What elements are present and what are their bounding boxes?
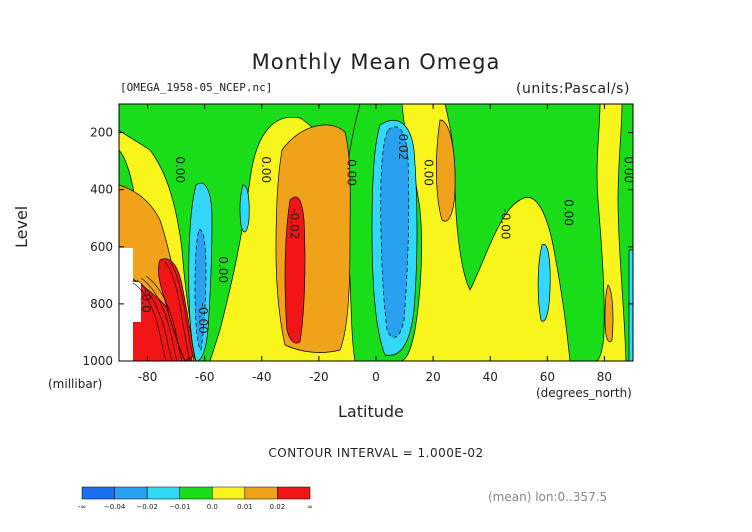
- colorbar: -∞ −0.04 −0.02 −0.01 0.0 0.01 0.02 ∞: [78, 486, 313, 511]
- contour-label: 0.00: [216, 256, 230, 283]
- x-tick-label: 0: [372, 370, 380, 384]
- colorbar-label: 0.02: [270, 503, 286, 511]
- contour-label: -0.02: [287, 208, 301, 239]
- field-orange-east: [604, 284, 614, 343]
- field-blue-eq: [380, 126, 410, 338]
- x-tick-label: -60: [195, 370, 215, 384]
- y-tick-label: 800: [90, 297, 113, 311]
- field-cyan-edge: [628, 249, 633, 361]
- y-tick-label: 1000: [82, 354, 113, 368]
- colorbar-swatch: [114, 486, 148, 500]
- colorbar-label: −0.01: [169, 503, 190, 511]
- field-red-sub: [284, 196, 306, 344]
- y-tick-label: 400: [90, 183, 113, 197]
- field-green-east: [444, 104, 605, 361]
- x-axis-label: Latitude: [338, 402, 404, 421]
- x-tick-label: 20: [425, 370, 440, 384]
- mean-note: (mean) lon:0..357.5: [488, 490, 608, 504]
- colorbar-swatch: [179, 486, 213, 500]
- units-label: (units:Pascal/s): [516, 81, 630, 97]
- field-orange-eq: [436, 119, 456, 222]
- colorbar-label: 0.0: [207, 503, 218, 511]
- contour-label: 0.00: [621, 156, 635, 183]
- colorbar-label: −0.04: [104, 503, 126, 511]
- contour-label: 0.00: [561, 199, 575, 226]
- contour-interval-note: CONTOUR INTERVAL = 1.000E-02: [268, 446, 484, 460]
- x-tick-label: 40: [483, 370, 498, 384]
- contour-label: -0.00: [499, 208, 513, 239]
- contour-label: 0.02: [396, 133, 410, 160]
- contour-label: 0.00: [173, 156, 187, 183]
- axes-group: -80 -60 -40 -20 0 20 40 60 80 1000 800 600 400 200: [82, 104, 633, 384]
- colorbar-swatch: [277, 486, 311, 500]
- x-tick-label: -40: [252, 370, 272, 384]
- y-tick-label: 200: [90, 126, 113, 140]
- field-cyan-small-2: [537, 243, 551, 322]
- field-blue-south: [194, 229, 207, 351]
- colorbar-label: 0.01: [237, 503, 253, 511]
- contour-label: -0.0: [139, 289, 153, 312]
- colorbar-swatch: [146, 486, 180, 500]
- contour-label: 0.00: [422, 159, 436, 186]
- x-tick-label: 60: [540, 370, 555, 384]
- file-label: [OMEGA_1958-05_NCEP.nc]: [120, 81, 273, 94]
- contour-label: -0.00: [196, 303, 210, 334]
- colorbar-label: ∞: [307, 503, 313, 511]
- y-tick-label: 600: [90, 240, 113, 254]
- dense-contours: [132, 261, 195, 361]
- missing-data-block: [119, 248, 141, 361]
- contour-label: 0.00: [259, 156, 273, 183]
- contour-label: 0.00: [344, 159, 358, 186]
- field-red-south-2: [158, 258, 196, 361]
- colorbar-swatch: [212, 486, 246, 500]
- x-tick-label: -20: [309, 370, 329, 384]
- y-axis-unit: (millibar): [48, 377, 103, 391]
- x-tick-label: 80: [597, 370, 612, 384]
- colorbar-label: -∞: [78, 503, 86, 511]
- colorbar-label: −0.02: [136, 503, 157, 511]
- contour-labels: 0.00 0.00 0.00 0.02 0.00 -0.02 -0.00 0.00 0.00 0.…: [139, 133, 636, 333]
- colorbar-swatch: [244, 486, 278, 500]
- x-axis-unit: (degrees_north): [536, 386, 632, 400]
- chart-title: Monthly Mean Omega: [251, 50, 501, 74]
- field-cyan-small-1: [239, 184, 250, 233]
- contour-fill-layer: [119, 104, 633, 361]
- x-tick-label: -80: [138, 370, 158, 384]
- colorbar-swatch: [81, 486, 115, 500]
